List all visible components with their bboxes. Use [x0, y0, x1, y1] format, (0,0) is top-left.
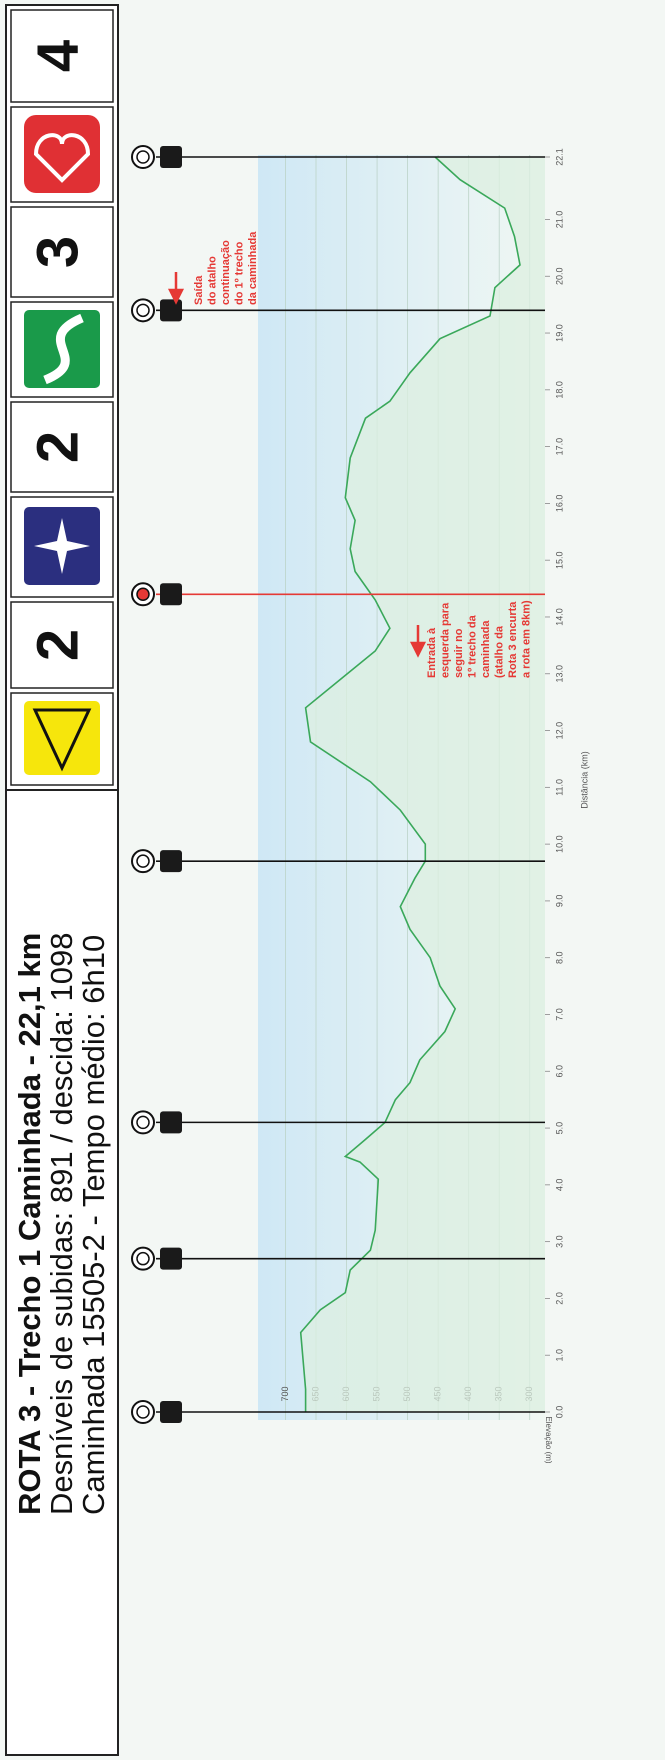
y-axis-label: Elevação (m) — [544, 1416, 553, 1463]
annotation: seguir no — [453, 628, 465, 678]
badge-number: 4 — [25, 40, 90, 72]
x-tick-label: 3.0 — [554, 1235, 564, 1248]
annotation: do 1º trecho — [233, 241, 245, 305]
x-tick-label: 6.0 — [554, 1065, 564, 1078]
x-axis-label: Distância (km) — [579, 751, 589, 809]
x-tick-label: 2.0 — [554, 1292, 564, 1305]
service-icon — [160, 1401, 182, 1423]
x-tick-label: 17.0 — [554, 438, 564, 456]
page: ROTA 3 - Trecho 1 Caminhada - 22,1 km De… — [0, 0, 665, 1760]
annotation: continuação — [220, 240, 232, 305]
annotation: da caminhada — [247, 231, 259, 305]
service-icon — [160, 299, 182, 321]
waypoint-dot — [137, 151, 149, 163]
waypoint-dot — [137, 1253, 149, 1265]
x-tick-label: 4.0 — [554, 1179, 564, 1192]
x-tick-label: 14.0 — [554, 608, 564, 626]
x-tick-label: 8.0 — [554, 951, 564, 964]
subtitle: Desníveis de subidas: 891 / descida: 109… — [44, 933, 79, 1516]
x-tick-label: 21.0 — [554, 211, 564, 229]
y-tick-label: 700 — [280, 1386, 290, 1401]
annotation: Rota 3 encurta — [507, 601, 519, 678]
service-icon — [160, 1248, 182, 1270]
x-tick-label: 16.0 — [554, 495, 564, 513]
badge-number: 2 — [25, 629, 90, 661]
waypoint-dot — [137, 1116, 149, 1128]
x-tick-label: 15.0 — [554, 551, 564, 569]
x-tick-label: 1.0 — [554, 1349, 564, 1362]
waypoint-dot — [137, 855, 149, 867]
x-tick-label: 7.0 — [554, 1008, 564, 1021]
annotation: (atalho da — [493, 625, 505, 678]
x-tick-label: 12.0 — [554, 722, 564, 740]
annotation: do atalho — [206, 256, 218, 305]
annotation: Entrada à — [426, 627, 438, 678]
waypoint-dot — [137, 1406, 149, 1418]
service-icon — [160, 583, 182, 605]
service-icon — [160, 1111, 182, 1133]
waypoint-dot — [137, 304, 149, 316]
subtitle: Caminhada 15505-2 - Tempo médio: 6h10 — [76, 935, 111, 1515]
annotation: a rota em 8km) — [520, 600, 532, 678]
x-tick-label: 11.0 — [554, 779, 564, 796]
x-tick-label: 18.0 — [554, 381, 564, 399]
service-icon — [160, 850, 182, 872]
annotation: 1º trecho da — [466, 614, 478, 678]
x-tick-label: 22.1 — [554, 148, 564, 166]
x-tick-label: 19.0 — [554, 324, 564, 342]
title: ROTA 3 - Trecho 1 Caminhada - 22,1 km — [12, 933, 47, 1515]
annotation: caminhada — [480, 620, 492, 678]
badge-number: 2 — [25, 431, 90, 463]
x-tick-label: 13.0 — [554, 665, 564, 683]
waypoint-dot — [137, 588, 149, 600]
x-tick-label: 9.0 — [554, 895, 564, 908]
x-tick-label: 10.0 — [554, 835, 564, 853]
x-tick-label: 20.0 — [554, 267, 564, 285]
badge-number: 3 — [25, 236, 90, 268]
x-tick-label: 5.0 — [554, 1122, 564, 1135]
annotation: esquerda para — [439, 602, 451, 678]
annotation: Saída — [193, 275, 205, 305]
x-tick-label: 0.0 — [554, 1406, 564, 1419]
service-icon — [160, 146, 182, 168]
